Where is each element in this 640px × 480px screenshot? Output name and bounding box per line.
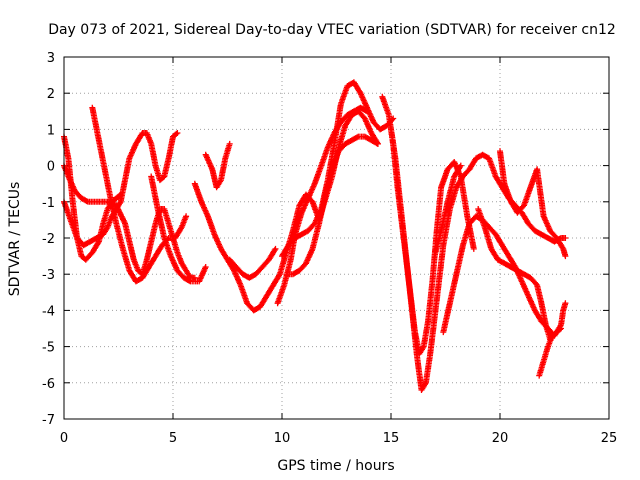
satellite-track-13 — [388, 126, 569, 393]
x-tick-label: 20 — [492, 431, 509, 446]
satellite-track-11 — [283, 133, 381, 278]
satellite-track-18 — [536, 325, 564, 379]
data-point-markers — [431, 162, 464, 260]
data-point-markers — [475, 206, 554, 343]
satellite-track-7 — [202, 140, 233, 191]
satellite-track-1 — [61, 133, 124, 263]
satellite-track-16 — [475, 206, 554, 343]
x-tick-label: 25 — [601, 431, 618, 446]
y-tick-label: 0 — [47, 160, 55, 175]
y-tick-label: 2 — [47, 87, 55, 102]
data-point-markers — [388, 126, 569, 393]
plot-border — [63, 56, 610, 420]
satellite-track-8 — [226, 245, 279, 281]
y-axis-label: SDTVAR / TECUs — [7, 182, 23, 297]
satellite-track-14 — [431, 162, 464, 260]
data-point-markers — [283, 133, 381, 278]
satellite-track-4 — [89, 104, 190, 285]
data-point-markers — [226, 245, 279, 281]
y-tick-label: -1 — [42, 196, 55, 211]
data-layer — [61, 79, 569, 393]
y-tick-label: 3 — [47, 51, 55, 66]
x-tick-label: 15 — [383, 431, 400, 446]
data-point-markers — [61, 133, 124, 263]
grid — [64, 57, 609, 419]
data-point-markers — [202, 140, 233, 191]
axis-ticks: 0 5 10 15 20 25 -7 -6 -5 -4 -3 -2 -1 0 1 2 3 — [42, 51, 617, 446]
data-point-markers — [536, 325, 564, 379]
x-tick-label: 5 — [169, 431, 177, 446]
y-tick-label: -7 — [42, 413, 55, 428]
chart-title: Day 073 of 2021, Sidereal Day-to-day VTE… — [48, 22, 616, 38]
y-tick-label: -5 — [42, 341, 55, 356]
y-tick-label: -3 — [42, 268, 55, 283]
satellite-track-5 — [148, 173, 209, 285]
data-point-markers — [89, 104, 190, 285]
x-tick-label: 0 — [60, 431, 68, 446]
x-tick-label: 10 — [274, 431, 291, 446]
y-tick-label: -6 — [42, 377, 55, 392]
y-tick-label: -2 — [42, 232, 55, 247]
y-tick-label: -4 — [42, 304, 55, 319]
y-tick-label: 1 — [47, 123, 55, 138]
data-point-markers — [148, 173, 209, 285]
data-point-markers — [497, 148, 569, 260]
x-axis-label: GPS time / hours — [277, 458, 394, 474]
satellite-track-17 — [497, 148, 569, 260]
